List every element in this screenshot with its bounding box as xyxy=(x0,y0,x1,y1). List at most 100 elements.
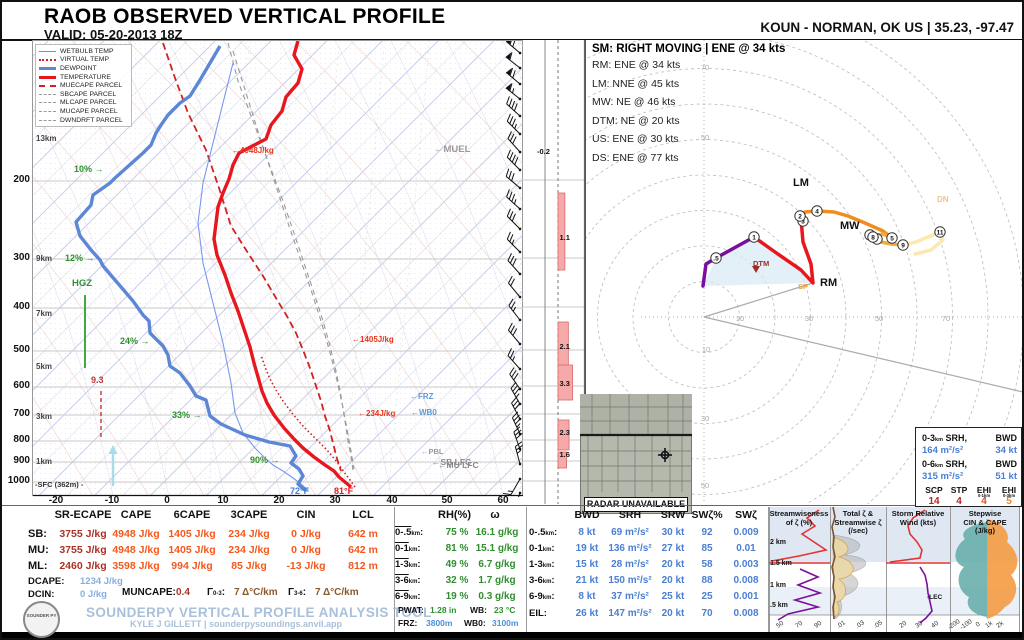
temp-tick: 10 xyxy=(217,495,229,506)
dcape-value: 1234 J/kg xyxy=(80,576,123,587)
wind-barb xyxy=(506,149,522,172)
omega-bar xyxy=(557,419,570,451)
thermo-cell: 3755 J/kg xyxy=(59,544,107,556)
kin-cell: 70 xyxy=(701,608,713,619)
hodograph-panel: 507010305010305070.513246785911LMMWRMDTM… xyxy=(384,2,1022,637)
skewt-annotation: ←1405J/kg xyxy=(352,335,394,344)
temp-tick: -20 xyxy=(48,495,64,506)
skewt-annotation: 5km xyxy=(36,362,53,371)
sub: km xyxy=(545,531,555,537)
skewt-annotation: 81°F xyxy=(334,486,354,496)
kin-cell: 58 xyxy=(701,559,713,570)
panel-height-label: 1.5 km xyxy=(770,560,792,567)
ring-label: 10 xyxy=(702,345,710,354)
legend-line-sample xyxy=(39,93,56,95)
panel-height-label: 2 km xyxy=(770,539,786,546)
bottom-band xyxy=(2,632,1022,638)
height-marker xyxy=(934,226,946,238)
skewt-annotation: HGZ xyxy=(72,278,93,289)
wind-barb xyxy=(508,298,522,322)
range: 0-.5 xyxy=(529,527,546,538)
range: 1-3 xyxy=(529,559,543,570)
sub: km xyxy=(542,563,552,569)
legend-item: WETBULB TEMP xyxy=(39,47,128,56)
thermo-cell: 812 m xyxy=(348,560,378,572)
ring-label: 50 xyxy=(701,133,709,142)
muncape-label: MUNCAPE: xyxy=(122,587,176,598)
legend-item-label: MLCAPE PARCEL xyxy=(60,99,117,107)
colon: : xyxy=(221,587,226,598)
t2: SRH, xyxy=(942,433,967,443)
range: EIL xyxy=(529,608,544,619)
temp-tick: 30 xyxy=(329,495,341,506)
colon: : xyxy=(420,527,424,538)
srh-row-values: 164 m²/s² 34 kt xyxy=(922,445,1017,456)
kin-cell: 69 m²/s² xyxy=(611,527,649,538)
sym: Γ xyxy=(288,587,295,598)
range: 6-9 xyxy=(395,591,409,602)
svg-text:4: 4 xyxy=(815,208,819,215)
temp-tick: 40 xyxy=(386,495,398,506)
index-value: 4 xyxy=(956,496,962,507)
panel-title-line: (J/kg) xyxy=(974,526,995,535)
hodograph-label: SP xyxy=(798,282,808,291)
panel-tick: 70 xyxy=(794,620,804,630)
skewt-annotation: ←MUEL xyxy=(434,144,471,155)
colon: : xyxy=(417,575,421,586)
storm-motion-line: RM: ENE @ 34 kts xyxy=(592,59,681,71)
sub: km xyxy=(542,595,552,601)
kin-cell: 0.003 xyxy=(733,559,759,570)
thermo-cell: 642 m xyxy=(348,528,378,540)
gamma-value: 7 Δ°C/km xyxy=(315,587,359,598)
hodograph-trace xyxy=(799,209,894,240)
wb-value: 23 °C xyxy=(494,605,516,615)
rh-value: 49 % xyxy=(445,559,469,570)
skewt-annotation: ←234J/kg xyxy=(358,409,396,418)
height-marker xyxy=(886,232,898,244)
thermo-cell: 4948 J/kg xyxy=(112,528,160,540)
sub: km xyxy=(408,563,418,569)
kin-header: SWζ% xyxy=(691,509,723,521)
srh-range: 0-6km SRH, xyxy=(922,459,967,469)
thermo-row-label: ML: xyxy=(28,560,48,572)
skewt-annotation: ←4948J/kg xyxy=(232,146,274,155)
kin-header: BWD xyxy=(574,509,600,521)
panel-title: Streamwiseness of ζ (%) xyxy=(759,509,839,527)
frz-value: 3800m xyxy=(426,618,453,628)
panel-tick: .03 xyxy=(854,619,866,630)
height-marker xyxy=(811,205,823,217)
thermo-cell: 994 J/kg xyxy=(171,560,213,572)
ring-label: 50 xyxy=(701,481,709,490)
kin-header: SWζ xyxy=(735,509,757,521)
mixratio-value: 0.3 g/kg xyxy=(478,591,516,602)
thermo-cell: 642 m xyxy=(348,544,378,556)
map-svg xyxy=(579,393,693,515)
pressure-tick: 900 xyxy=(13,455,30,466)
skewt-annotation: 33% → xyxy=(172,410,202,420)
thermo-cell: 2460 J/kg xyxy=(59,560,107,572)
sbcape-parcel-line xyxy=(227,42,354,472)
index-sub: 0-3km xyxy=(1002,493,1016,498)
kin-cell: 0.008 xyxy=(733,575,759,586)
kin-cell: 15 kt xyxy=(575,559,599,570)
panel-title: Storm Relative Wind (kts) xyxy=(878,509,958,527)
range: 3-6 xyxy=(529,575,543,586)
rh-value: 81 % xyxy=(445,543,469,554)
ring-label: 70 xyxy=(942,314,950,323)
colon: : xyxy=(551,591,555,602)
bwd-value: 51 kt xyxy=(995,471,1017,482)
range: 0-1 xyxy=(529,543,543,554)
kin-cell: 0.01 xyxy=(736,543,756,554)
skewt-annotation: ←FRZ xyxy=(410,392,434,401)
pressure-tick: 1000 xyxy=(7,475,30,486)
kin-cell: 25 kt xyxy=(661,591,685,602)
panel-title-line: CIN & CAPE xyxy=(963,517,1007,527)
wind-barb xyxy=(506,208,522,231)
wb0-value: 3100m xyxy=(492,618,519,628)
storm-motion-line: US: ENE @ 30 kts xyxy=(592,133,679,145)
virtual-temp-line xyxy=(260,354,356,488)
kin-cell: 27 kt xyxy=(661,543,685,554)
legend-item-label: WETBULB TEMP xyxy=(60,47,114,55)
srh-bwd-box: 0-3km SRH, BWD 164 m²/s² 34 kt 0-6km SRH, BWD… xyxy=(915,427,1022,507)
legend-line-sample xyxy=(39,50,56,52)
